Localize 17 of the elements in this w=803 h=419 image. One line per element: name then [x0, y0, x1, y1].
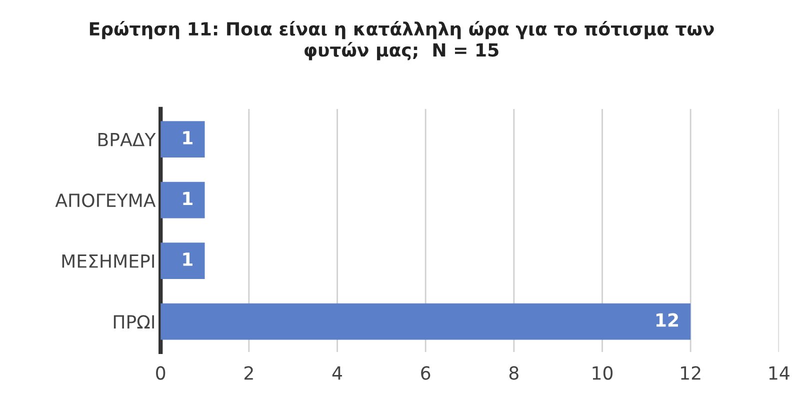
x-tick-label: 14 [769, 366, 790, 380]
y-tick-label: ΠΡΩΙ [114, 315, 154, 328]
x-tick-label: 12 [681, 366, 700, 380]
data-label: 1 [183, 131, 192, 144]
chart-title: Ερώτηση 11: Ποια είναι η κατάλληλη ώρα για το πότισμα των φυτών μας; N = 15 [90, 20, 714, 60]
x-tick-label: 0 [156, 366, 166, 380]
x-tick-label: 2 [244, 366, 253, 380]
data-label: 1 [183, 252, 192, 266]
y-tick-label: ΜΕΣΗΜΕΡΙ [62, 254, 154, 268]
y-tick-label: ΑΠΟΓΕΥΜΑ [55, 194, 156, 208]
x-tick-label: 6 [421, 366, 430, 380]
x-tick-label: 4 [332, 366, 342, 380]
data-label: 12 [656, 313, 678, 327]
x-tick-label: 8 [509, 366, 518, 380]
x-tick-label: 10 [592, 366, 613, 380]
y-tick-label: ΒΡΑΔΥ [98, 133, 156, 146]
data-label: 1 [183, 192, 192, 206]
